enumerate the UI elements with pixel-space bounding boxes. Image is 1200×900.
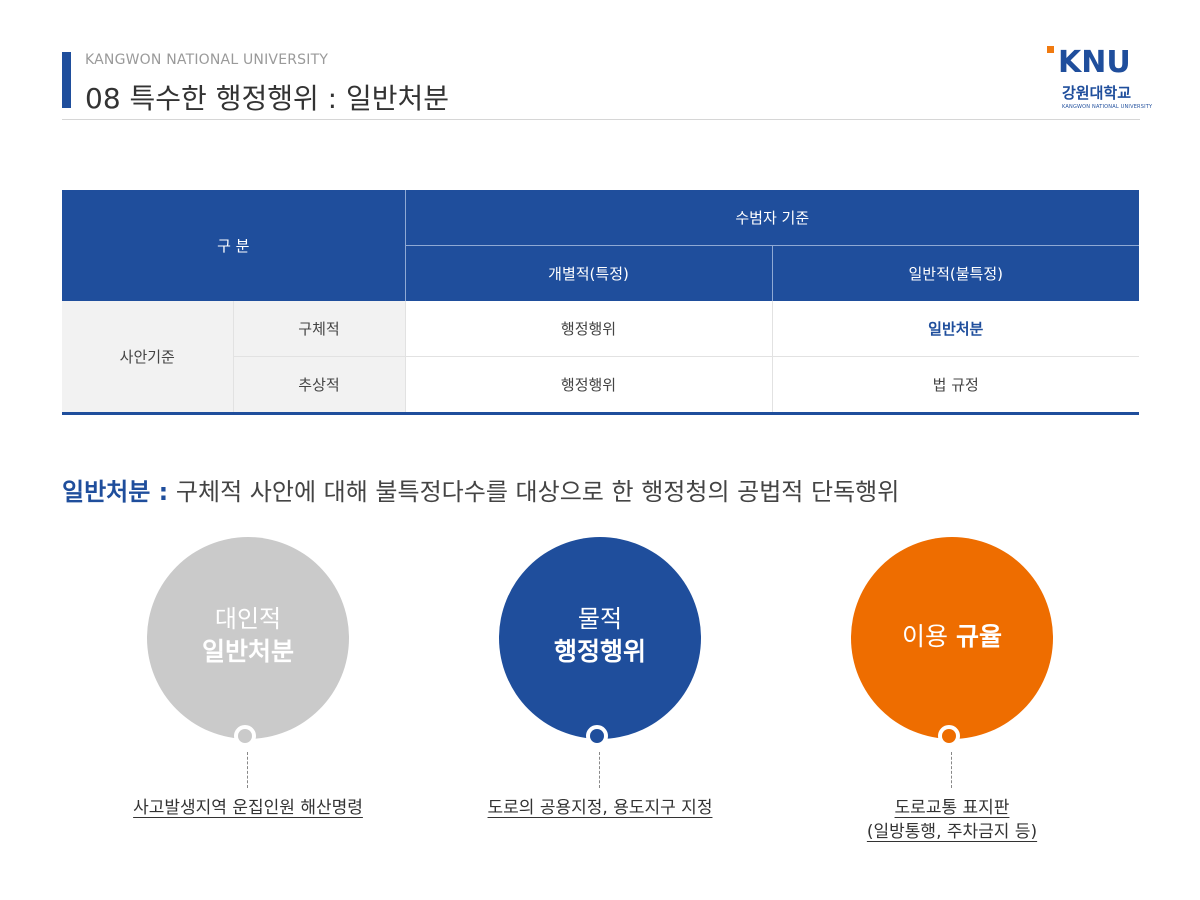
circle-caption: 도로의 공용지정, 용도지구 지정 <box>450 796 750 820</box>
connector-dot <box>938 725 960 747</box>
table-cell: 법 규정 <box>771 356 1139 415</box>
table-row: 사안기준 구체적 행정행위 일반처분 <box>62 301 1139 415</box>
caption-text: 사고발생지역 운집인원 해산명령 <box>133 798 363 818</box>
table-row: 추상적 행정행위 법 규정 <box>62 356 1139 415</box>
classification-table: 구 분 수범자 기준 개별적(특정) 일반적(불특정) 사안기준 구체적 행정행… <box>62 190 1139 415</box>
circle-label-line1: 물적 <box>577 605 623 633</box>
table-row-label: 구체적 <box>232 301 405 357</box>
caption-text: 도로의 공용지정, 용도지구 지정 <box>487 798 713 818</box>
connector-line <box>599 752 600 788</box>
table-row-group-label: 사안기준 <box>62 301 233 415</box>
table-header-individual: 개별적(특정) <box>404 245 772 301</box>
circle-use-regulation: 이용 규율 <box>851 537 1053 739</box>
table-cell: 행정행위 <box>404 301 772 357</box>
circle-label-line2: 행정행위 <box>553 637 646 666</box>
table-row-label: 추상적 <box>232 356 405 415</box>
connector-line <box>247 752 248 788</box>
definition-term: 일반처분 : <box>62 478 169 506</box>
connector-dot <box>234 725 256 747</box>
definition-text: 일반처분 : 구체적 사안에 대해 불특정다수를 대상으로 한 행정청의 공법적… <box>62 472 899 507</box>
logo-mark: KNU <box>1058 45 1131 80</box>
table-cell: 행정행위 <box>404 356 772 415</box>
logo-korean-name: 강원대학교 <box>1062 84 1132 102</box>
caption-text: (일방통행, 주차금지 등) <box>866 822 1038 842</box>
logo-accent-square <box>1047 46 1054 53</box>
circle-label-line2: 일반처분 <box>201 637 294 666</box>
definition-body: 구체적 사안에 대해 불특정다수를 대상으로 한 행정청의 공법적 단독행위 <box>168 478 900 506</box>
table-header-general: 일반적(불특정) <box>771 245 1139 301</box>
page-title: 08 특수한 행정행위 : 일반처분 <box>85 82 450 115</box>
circle-material-administrative-act: 물적 행정행위 <box>499 537 701 739</box>
table-cell-highlight: 일반처분 <box>771 301 1139 357</box>
university-name: KANGWON NATIONAL UNIVERSITY <box>85 52 329 68</box>
logo-english-name: KANGWON NATIONAL UNIVERSITY <box>1062 104 1153 110</box>
table-header-category: 구 분 <box>62 190 405 301</box>
header-accent-bar <box>62 52 71 108</box>
header-divider <box>62 119 1140 120</box>
circle-label-line2: 규율 <box>955 622 1002 651</box>
circle-label: 이용 규율 <box>851 620 1053 654</box>
connector-line <box>951 752 952 788</box>
circle-label-line1: 대인적 <box>214 605 282 633</box>
connector-dot <box>586 725 608 747</box>
circle-caption: 사고발생지역 운집인원 해산명령 <box>98 796 398 820</box>
circle-label-line1: 이용 <box>902 622 949 651</box>
table-header-group: 수범자 기준 <box>404 190 1139 246</box>
circle-caption: 도로교통 표지판 (일방통행, 주차금지 등) <box>802 796 1102 844</box>
circle-personal-general-disposition: 대인적 일반처분 <box>147 537 349 739</box>
caption-text: 도로교통 표지판 <box>894 798 1010 818</box>
knu-logo: KNU 강원대학교 KANGWON NATIONAL UNIVERSITY <box>1030 44 1152 116</box>
